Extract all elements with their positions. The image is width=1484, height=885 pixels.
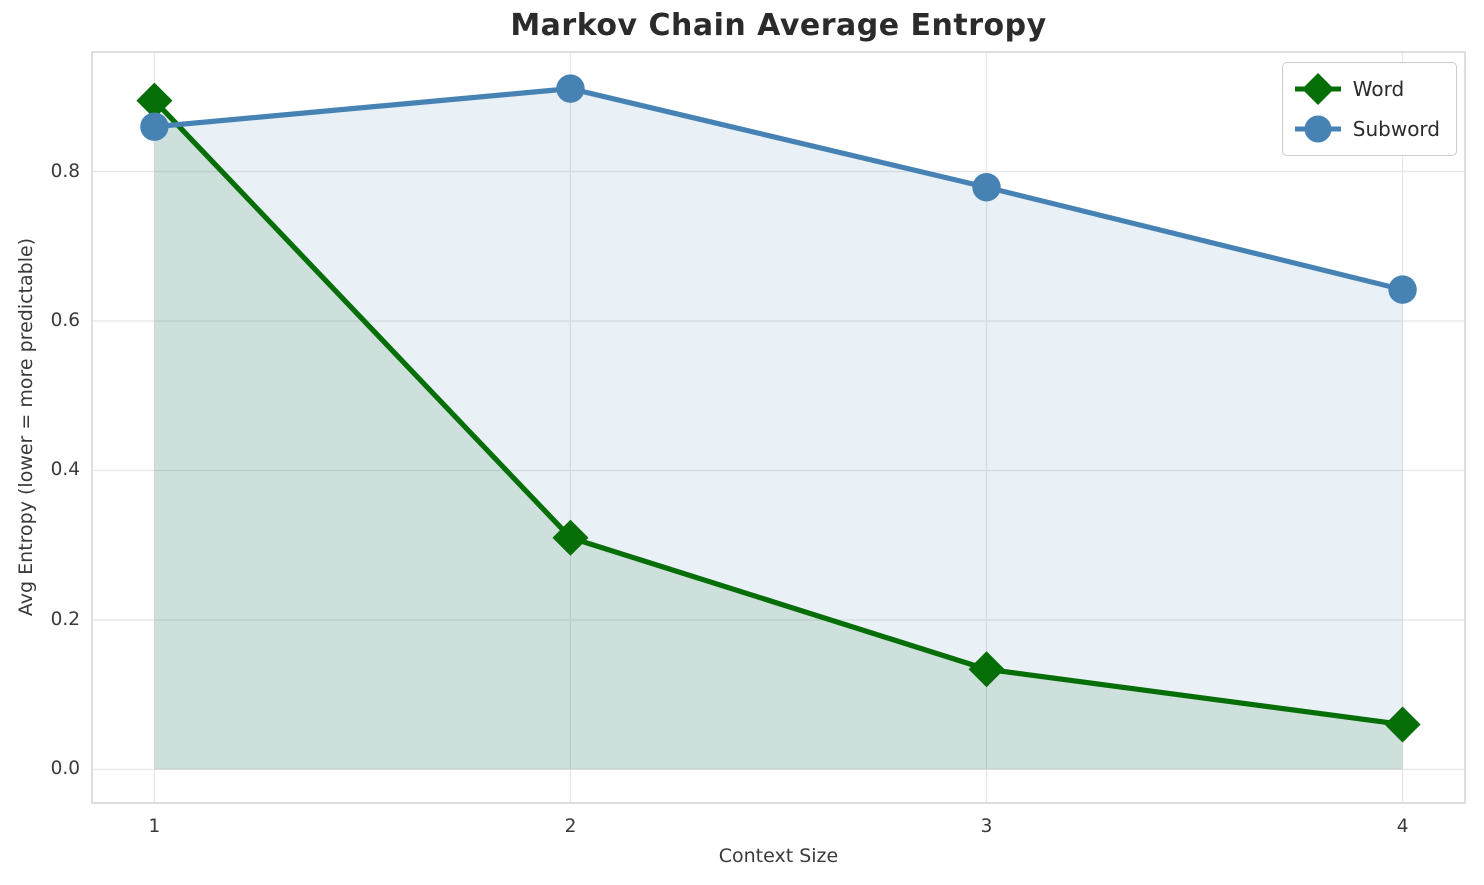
x-tick-label: 1 (148, 816, 161, 837)
subword-marker (140, 112, 169, 141)
word-marker (968, 651, 1005, 688)
x-tick-label: 3 (980, 816, 993, 837)
chart-title: Markov Chain Average Entropy (510, 8, 1047, 43)
y-tick-label: 0.8 (50, 160, 80, 182)
x-tick-label: 4 (1396, 816, 1409, 837)
word-line (151, 97, 1406, 728)
word-marker (136, 82, 173, 119)
x-axis-label: Context Size (718, 845, 839, 867)
y-tick-label: 0.2 (50, 608, 80, 630)
subword-marker (1388, 275, 1417, 304)
y-tick-label: 0.0 (50, 758, 80, 780)
word-marker (1384, 706, 1421, 743)
legend-label: Subword (1352, 117, 1440, 141)
subword-marker (556, 74, 585, 103)
plot-border (91, 51, 1466, 804)
legend-item-word: Word (1293, 70, 1440, 108)
legend: Word Subword (1281, 62, 1457, 156)
subword-legend-marker-icon (1294, 115, 1341, 143)
legend-item-subword: Subword (1293, 110, 1440, 148)
word-legend-marker-icon (1294, 73, 1341, 105)
subword-marker (972, 173, 1001, 202)
y-tick-label: 0.6 (50, 310, 80, 331)
word-area-fill (154, 100, 1403, 770)
x-tick-label: 2 (564, 816, 577, 837)
y-tick-label: 0.4 (50, 459, 80, 481)
legend-label: Word (1352, 77, 1405, 101)
word-marker (552, 519, 589, 556)
subword-line (151, 86, 1406, 293)
subword-area-fill (154, 88, 1403, 770)
